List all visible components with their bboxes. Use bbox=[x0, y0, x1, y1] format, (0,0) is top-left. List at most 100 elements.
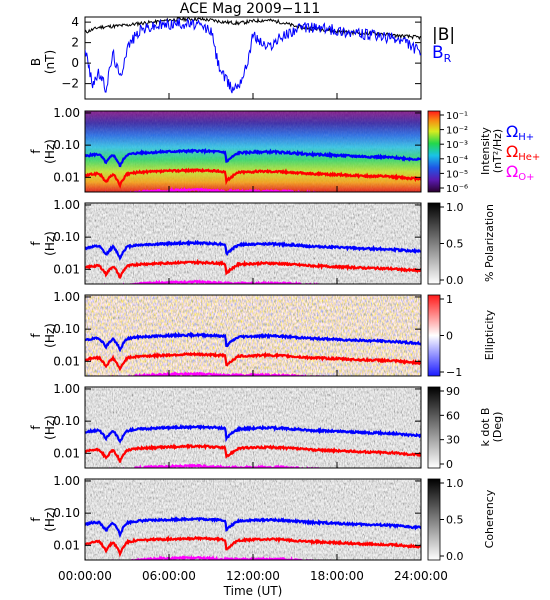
legend-omega-he: ΩHe+ bbox=[506, 142, 540, 163]
legend-b-radial-sub: R bbox=[444, 52, 452, 65]
gyro-line-He-coherency bbox=[85, 535, 421, 558]
freq-tick-label: 0.01 bbox=[53, 538, 80, 552]
colorbar-tick-label: 10⁻⁶ bbox=[446, 184, 468, 195]
colorbar-tick-label: 1.0 bbox=[446, 477, 464, 490]
colorbar-tick-label: 0.0 bbox=[446, 274, 464, 287]
panel-ylabel-unit: (Hz) bbox=[43, 507, 57, 532]
colorbar-tick-label: 30 bbox=[446, 434, 460, 447]
colorbar-polarization-label: % Polarization bbox=[483, 204, 496, 282]
gyro-line-He-ellipticity bbox=[85, 351, 421, 372]
colorbar-ellipticity-label: Ellipticity bbox=[483, 309, 496, 360]
gyro-line-He-polarization bbox=[85, 258, 421, 280]
gyro-line-H-coherency bbox=[85, 516, 421, 539]
colorbar-tick-label: 10⁻¹ bbox=[446, 111, 468, 122]
legend-omega-o-name: Ω bbox=[506, 162, 518, 181]
panel-ylabel-f: f bbox=[29, 241, 43, 246]
colorbar-tick-label: 1.0 bbox=[446, 201, 464, 214]
colorbar-kdotb-label: k dot B bbox=[479, 408, 492, 447]
panel-coherency: 1.00 0.10 0.01 f (Hz) 1.0 0.5 0.0 Coherency bbox=[29, 474, 496, 563]
colorbar-kdotb bbox=[427, 386, 441, 469]
x-tick-label: 06:00:00 bbox=[142, 569, 196, 583]
legend-omega-o: ΩO+ bbox=[506, 162, 534, 183]
panel-ylabel-f: f bbox=[29, 517, 43, 522]
colorbar-tick-label: 0.5 bbox=[446, 514, 464, 527]
panel-ylabel-f: f bbox=[29, 333, 43, 338]
panel-ylabel-unit: (Hz) bbox=[43, 139, 57, 164]
colorbar-polarization bbox=[427, 202, 441, 285]
freq-tick-label: 0.01 bbox=[53, 354, 80, 368]
freq-tick-label: 1.00 bbox=[53, 382, 80, 396]
panel-ylabel-unit: (Hz) bbox=[43, 415, 57, 440]
freq-tick-label: 0.10 bbox=[53, 230, 80, 244]
colorbar-tick-label: 10⁻⁵ bbox=[446, 169, 468, 180]
colorbar-tick-label: −1 bbox=[446, 366, 462, 379]
top-panel: 420−2 B (nT) |B| BR bbox=[29, 15, 455, 100]
x-axis-label: Time (UT) bbox=[223, 584, 283, 598]
colorbar-intensity-label: Intensity bbox=[479, 127, 492, 175]
top-ylabel-unit: (nT) bbox=[43, 50, 57, 74]
colorbar-coherency-label: Coherency bbox=[483, 489, 496, 548]
top-ytick-label: 2 bbox=[71, 36, 79, 50]
top-panel-frame bbox=[84, 16, 422, 100]
colorbar-tick-label: 0.0 bbox=[446, 550, 464, 563]
x-tick-label: 12:00:00 bbox=[226, 569, 280, 583]
panel-ylabel-unit: (Hz) bbox=[43, 231, 57, 256]
top-ytick-label: 0 bbox=[71, 56, 79, 70]
freq-tick-label: 0.10 bbox=[53, 322, 80, 336]
freq-tick-label: 1.00 bbox=[53, 474, 80, 488]
colorbar-intensity-unit: (nT²/Hz) bbox=[491, 129, 504, 173]
colorbar-tick-label: 90 bbox=[446, 385, 460, 398]
colorbar-tick-label: 0 bbox=[446, 458, 453, 471]
panel-polarization: 1.00 0.10 0.01 f (Hz) 1.0 0.5 0.0 % Polarizati… bbox=[29, 198, 496, 287]
top-ytick-label: −2 bbox=[61, 77, 79, 91]
colorbar-tick-label: 10⁻² bbox=[446, 126, 468, 137]
colorbar-tick-label: 10⁻⁴ bbox=[446, 155, 468, 166]
gyro-line-H-kdotb bbox=[85, 423, 421, 444]
freq-tick-label: 0.01 bbox=[53, 262, 80, 276]
x-tick-label: 00:00:00 bbox=[58, 569, 112, 583]
gyro-line-He-intensity bbox=[85, 167, 421, 189]
freq-tick-label: 0.10 bbox=[53, 506, 80, 520]
legend-omega-h: ΩH+ bbox=[506, 122, 534, 143]
panel-ylabel-f: f bbox=[29, 425, 43, 430]
panel-ylabel-f: f bbox=[29, 149, 43, 154]
panel-ellipticity: 1.00 0.10 0.01 f (Hz) 1 0 −1 Ellipticity bbox=[29, 290, 496, 379]
legend-omega-h-sub: H+ bbox=[518, 132, 534, 143]
legend-b-radial-name: B bbox=[432, 43, 444, 63]
colorbar-tick-label: 10⁻³ bbox=[446, 140, 468, 151]
freq-tick-label: 1.00 bbox=[53, 106, 80, 120]
gyro-line-He-kdotb bbox=[85, 443, 421, 463]
series-line-b-radial bbox=[85, 18, 421, 94]
colorbar-coherency bbox=[427, 478, 441, 561]
colorbar-ellipticity bbox=[427, 294, 441, 377]
panel-ylabel-unit: (Hz) bbox=[43, 323, 57, 348]
top-ytick-label: 4 bbox=[71, 15, 79, 29]
panel-intensity: 1.00 0.10 0.01 f (Hz) 10⁻¹ 10⁻² 10⁻³ 10⁻⁴ 10⁻⁵ 10… bbox=[29, 106, 504, 195]
gyro-line-H-intensity bbox=[85, 147, 421, 168]
x-tick-label: 24:00:00 bbox=[394, 569, 448, 583]
freq-tick-label: 0.01 bbox=[53, 446, 80, 460]
gyro-line-H-polarization bbox=[85, 239, 421, 261]
top-ylabel-b: B bbox=[29, 58, 43, 66]
legend-b-magnitude: |B| bbox=[432, 25, 455, 45]
legend-omega-he-sub: He+ bbox=[518, 152, 540, 163]
x-tick-label: 18:00:00 bbox=[310, 569, 364, 583]
colorbar-kdotb-unit: (Deg) bbox=[491, 412, 504, 443]
freq-tick-label: 0.01 bbox=[53, 170, 80, 184]
freq-tick-label: 0.10 bbox=[53, 414, 80, 428]
legend-omega-o-sub: O+ bbox=[518, 172, 534, 183]
legend-b-radial: BR bbox=[432, 43, 452, 65]
freq-tick-label: 1.00 bbox=[53, 290, 80, 304]
panel-kdotb: 1.00 0.10 0.01 f (Hz) 90 60 30 0 k dot B (Deg) bbox=[29, 382, 504, 471]
chart-title: ACE Mag 2009−111 bbox=[180, 1, 320, 17]
panel-intensity-texture bbox=[85, 111, 421, 192]
gyro-line-H-ellipticity bbox=[85, 331, 421, 353]
legend-omega-h-name: Ω bbox=[506, 122, 518, 141]
colorbar-tick-label: 1 bbox=[446, 293, 453, 306]
colorbar-intensity bbox=[427, 110, 441, 193]
freq-tick-label: 0.10 bbox=[53, 138, 80, 152]
colorbar-tick-label: 60 bbox=[446, 409, 460, 422]
colorbar-tick-label: 0 bbox=[446, 330, 453, 343]
freq-tick-label: 1.00 bbox=[53, 198, 80, 212]
